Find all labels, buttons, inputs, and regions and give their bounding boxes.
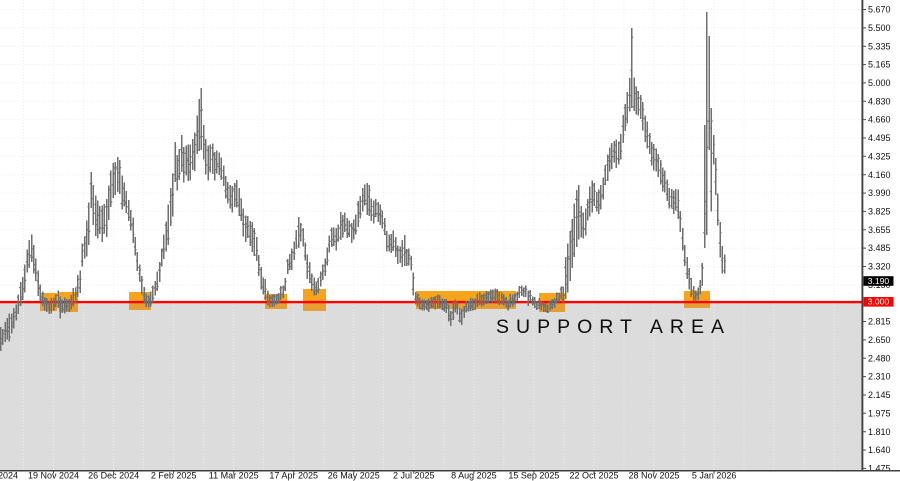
svg-text:1.640: 1.640	[868, 445, 891, 455]
svg-text:3.000: 3.000	[868, 297, 890, 307]
svg-text:5.335: 5.335	[868, 41, 891, 51]
svg-text:11 Mar 2025: 11 Mar 2025	[209, 471, 259, 481]
svg-text:17 Apr 2025: 17 Apr 2025	[269, 471, 318, 481]
svg-text:2.815: 2.815	[868, 317, 891, 327]
svg-text:2 Jul 2025: 2 Jul 2025	[393, 471, 435, 481]
svg-text:3.990: 3.990	[868, 188, 891, 198]
svg-text:2.145: 2.145	[868, 390, 891, 400]
svg-text:2.480: 2.480	[868, 353, 891, 363]
svg-text:1.475: 1.475	[868, 464, 891, 474]
svg-text:28 Nov 2025: 28 Nov 2025	[628, 471, 679, 481]
svg-text:3.485: 3.485	[868, 243, 891, 253]
svg-text:3.655: 3.655	[868, 225, 891, 235]
svg-text:15 Sep 2025: 15 Sep 2025	[508, 471, 559, 481]
svg-text:8 Aug 2025: 8 Aug 2025	[451, 471, 497, 481]
svg-text:26 May 2025: 26 May 2025	[328, 471, 380, 481]
svg-text:3.320: 3.320	[868, 262, 891, 272]
svg-text:1.810: 1.810	[868, 427, 891, 437]
svg-text:2 Feb 2025: 2 Feb 2025	[151, 471, 197, 481]
svg-text:5.500: 5.500	[868, 23, 891, 33]
svg-text:22 Oct 2025: 22 Oct 2025	[569, 471, 618, 481]
svg-text:14 Oct 2024: 14 Oct 2024	[0, 471, 18, 481]
svg-text:4.160: 4.160	[868, 170, 891, 180]
svg-text:5.000: 5.000	[868, 78, 891, 88]
svg-text:4.495: 4.495	[868, 133, 891, 143]
svg-text:2.650: 2.650	[868, 335, 891, 345]
svg-text:2.310: 2.310	[868, 372, 891, 382]
svg-text:4.325: 4.325	[868, 151, 891, 161]
svg-text:5.670: 5.670	[868, 5, 891, 15]
svg-text:4.830: 4.830	[868, 96, 891, 106]
svg-text:5 Jan 2026: 5 Jan 2026	[692, 471, 737, 481]
svg-text:1.975: 1.975	[868, 408, 891, 418]
svg-text:5.165: 5.165	[868, 60, 891, 70]
svg-text:3.825: 3.825	[868, 207, 891, 217]
svg-text:19 Nov 2024: 19 Nov 2024	[28, 471, 79, 481]
svg-text:4.660: 4.660	[868, 115, 891, 125]
svg-text:3.190: 3.190	[868, 276, 890, 286]
svg-text:26 Dec 2024: 26 Dec 2024	[88, 471, 139, 481]
